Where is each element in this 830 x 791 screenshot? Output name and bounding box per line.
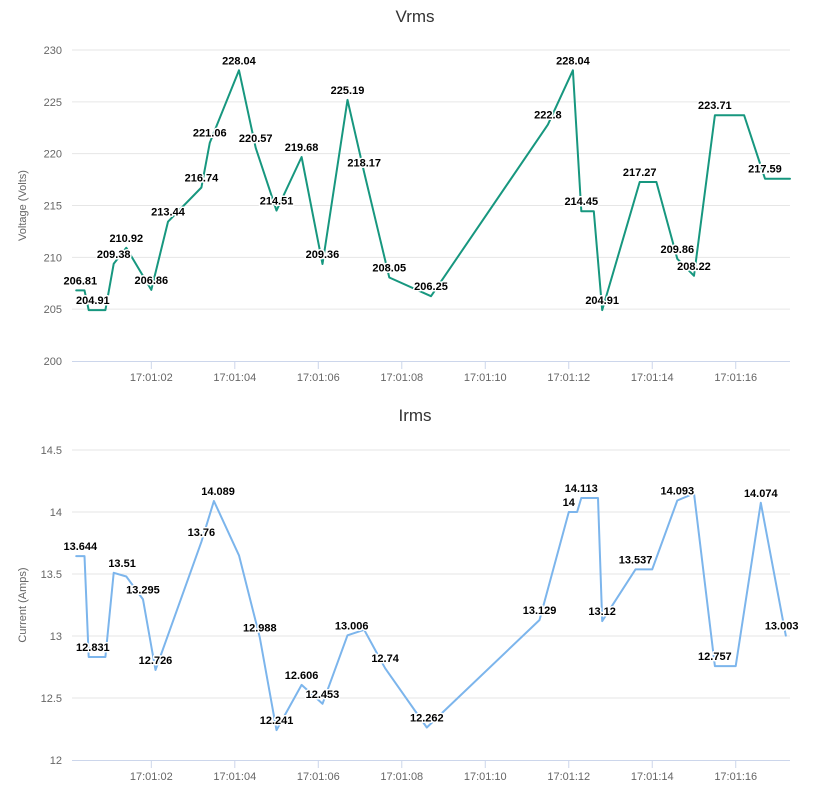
chart-1-data-label: 216.74	[185, 172, 220, 184]
chart-1-data-label: 225.19	[331, 85, 365, 97]
chart-1-data-label: 206.86	[134, 275, 168, 287]
chart-2-data-label: 13.644	[64, 541, 99, 553]
chart-2-data-label: 13.003	[765, 621, 799, 633]
chart-2-data-label: 14.074	[744, 488, 779, 500]
chart-1-data-label: 204.91	[585, 295, 619, 307]
chart-1-ytick-label: 210	[44, 252, 62, 264]
chart-1-ytick-label: 220	[44, 149, 62, 161]
chart-2-data-label: 12.606	[285, 670, 319, 682]
chart-2-data-label: 12.831	[76, 642, 110, 654]
chart-1-data-label: 209.38	[97, 249, 131, 261]
chart-1-data-label: 228.04	[556, 55, 591, 67]
chart-1-xtick-label: 17:01:04	[213, 372, 256, 384]
chart-2-data-label: 13.12	[588, 606, 616, 618]
chart-1-data-label: 208.22	[677, 261, 711, 273]
chart-2-xtick-label: 17:01:10	[464, 771, 507, 783]
chart-2-y-axis-label: Current (Amps)	[17, 567, 29, 642]
chart-2-data-label: 13.006	[335, 620, 369, 632]
chart-2-data-label: 13.129	[523, 605, 557, 617]
chart-1-y-axis-label: Voltage (Volts)	[17, 170, 29, 241]
chart-1-xtick-label: 17:01:02	[130, 372, 173, 384]
chart-1-data-label: 204.91	[76, 295, 110, 307]
chart-2-data-label: 12.757	[698, 651, 732, 663]
chart-1-ytick-label: 200	[44, 356, 62, 368]
chart-1-data-label: 214.45	[564, 196, 598, 208]
chart-1-data-label: 210.92	[109, 233, 143, 245]
chart-1-data-label: 209.36	[306, 249, 340, 261]
chart-2-data-label: 13.76	[188, 527, 216, 539]
chart-1-data-label: 228.04	[222, 55, 257, 67]
chart-1-xtick-label: 17:01:06	[297, 372, 340, 384]
chart-2-xtick-label: 17:01:06	[297, 771, 340, 783]
chart-1-ytick-label: 215	[44, 201, 62, 213]
chart-1-data-label: 220.57	[239, 133, 273, 145]
chart-1-data-label: 221.06	[193, 128, 227, 140]
chart-1-data-label: 208.05	[372, 263, 406, 275]
chart-1-data-label: 206.81	[64, 275, 98, 287]
chart-1-data-label: 209.86	[660, 244, 694, 256]
chart-1-ytick-label: 205	[44, 304, 62, 316]
chart-2-ytick-label: 13	[50, 631, 62, 643]
chart-2-data-label: 14.089	[201, 486, 235, 498]
chart-1-xtick-label: 17:01:08	[380, 372, 423, 384]
chart-1-data-label: 223.71	[698, 100, 732, 112]
chart-2-xtick-label: 17:01:12	[547, 771, 590, 783]
chart-1-data-label: 214.51	[260, 196, 294, 208]
chart-2-xtick-label: 17:01:02	[130, 771, 173, 783]
chart-2-data-label: 12.726	[139, 655, 173, 667]
chart-2-data-label: 12.988	[243, 622, 277, 634]
chart-2-data-label: 14.113	[565, 483, 598, 495]
chart-1-data-label: 219.68	[285, 142, 319, 154]
chart-2-ytick-label: 12.5	[41, 693, 62, 705]
chart-1-ytick-label: 230	[44, 45, 62, 57]
chart-1-ytick-label: 225	[44, 97, 62, 109]
chart-2-data-label: 13.537	[619, 554, 653, 566]
chart-2-ytick-label: 13.5	[41, 569, 62, 581]
chart-2-title: Irms	[398, 406, 431, 425]
chart-2-data-label: 13.295	[126, 584, 160, 596]
chart-2-series-line	[75, 492, 787, 732]
chart-1-data-label: 217.27	[623, 167, 657, 179]
chart-2-ytick-label: 14.5	[41, 445, 62, 457]
chart-1-title: Vrms	[395, 7, 434, 26]
chart-2-data-label: 14	[563, 497, 576, 509]
chart-1-data-label: 206.25	[414, 281, 448, 293]
chart-2-xtick-label: 17:01:14	[631, 771, 674, 783]
chart-2-data-label: 13.51	[108, 558, 136, 570]
chart-1-xtick-label: 17:01:10	[464, 372, 507, 384]
chart-2-data-label: 14.093	[660, 485, 694, 497]
chart-2-ytick-label: 12	[50, 755, 62, 767]
chart-2-xtick-label: 17:01:16	[714, 771, 757, 783]
chart-1-data-label: 217.59	[748, 164, 782, 176]
chart-1-data-label: 213.44	[151, 207, 186, 219]
chart-2-data-label: 12.262	[410, 713, 444, 725]
chart-1-xtick-label: 17:01:12	[547, 372, 590, 384]
chart-2-data-label: 12.241	[260, 715, 294, 727]
chart-1-data-label: 222.8	[534, 110, 562, 122]
chart-1-xtick-label: 17:01:14	[631, 372, 674, 384]
chart-2-data-label: 12.74	[371, 653, 399, 665]
chart-1-xtick-label: 17:01:16	[714, 372, 757, 384]
chart-1-data-label: 218.17	[347, 158, 381, 170]
chart-1-series-line	[75, 69, 791, 312]
chart-2-ytick-label: 14	[50, 507, 62, 519]
chart-2-data-label: 12.453	[306, 689, 340, 701]
chart-2-xtick-label: 17:01:04	[213, 771, 256, 783]
chart-2-xtick-label: 17:01:08	[380, 771, 423, 783]
